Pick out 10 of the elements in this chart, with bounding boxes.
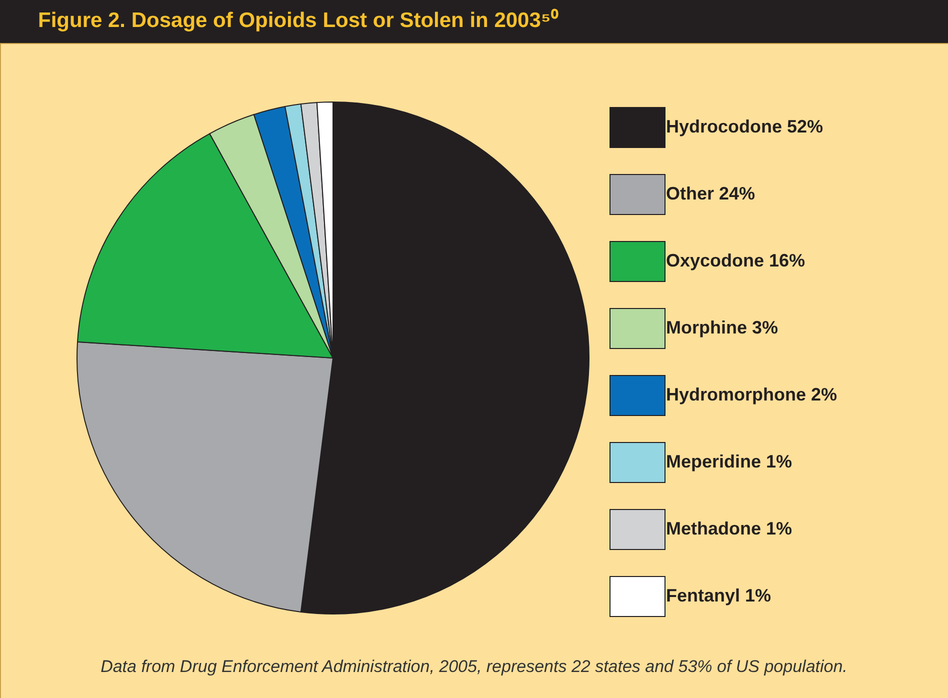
legend-label: Meperidine 1% <box>666 452 792 472</box>
legend-label: Methadone 1% <box>666 518 792 538</box>
chart-title: Figure 2. Dosage of Opioids Lost or Stolen in 2003⁵⁰ <box>38 8 559 32</box>
legend-label: Oxycodone 16% <box>666 250 806 270</box>
legend-label: Fentanyl 1% <box>666 586 772 606</box>
legend-label: Hydrocodone 52% <box>666 116 824 136</box>
legend-label: Other 24% <box>666 184 756 204</box>
legend-label: Hydromorphone 2% <box>666 384 838 404</box>
text: Data from Drug Enforcement Administration, 2005, represents 22 states and 53% of US population. <box>100 657 848 676</box>
legend-label: Morphine 3% <box>666 318 778 338</box>
